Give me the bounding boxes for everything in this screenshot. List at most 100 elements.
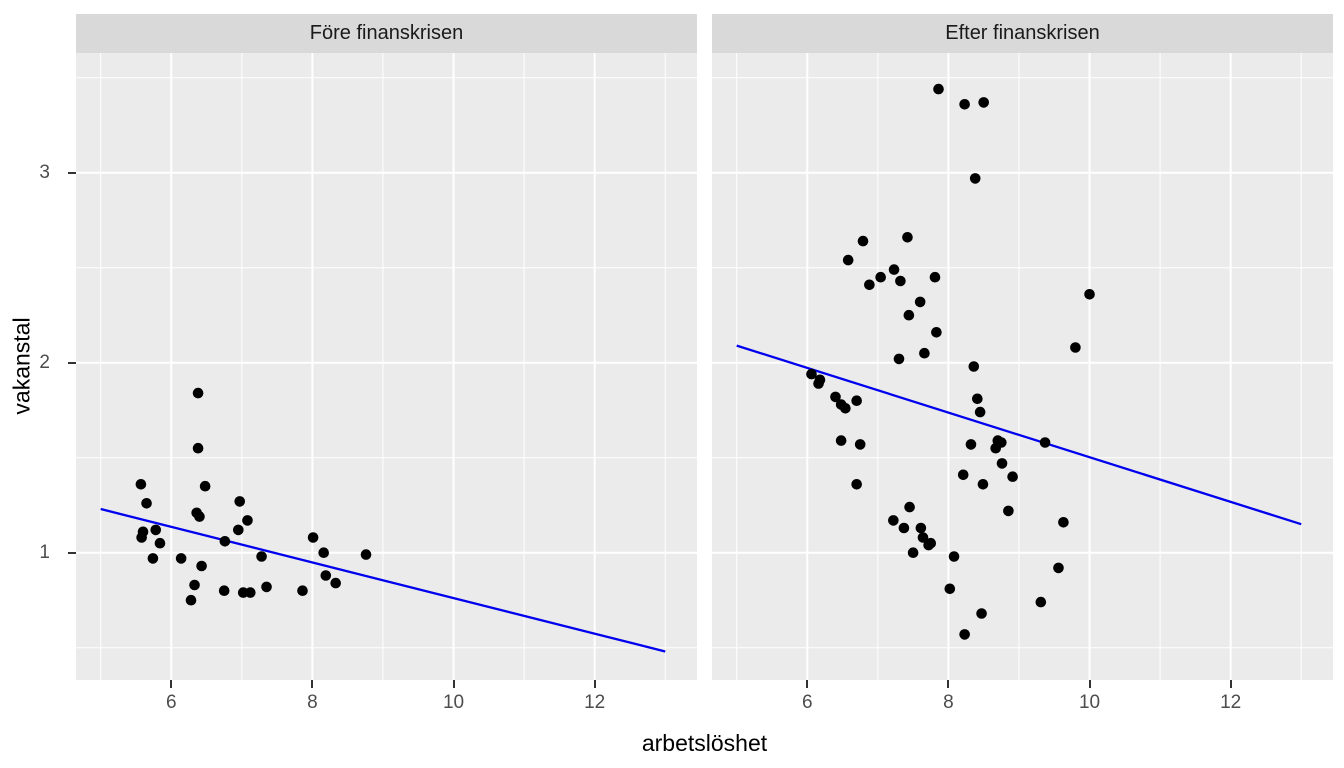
- x-tick-mark: [170, 680, 173, 688]
- data-point: [307, 532, 319, 543]
- x-tick-mark: [947, 680, 950, 688]
- data-point: [898, 522, 910, 534]
- data-point: [948, 551, 960, 562]
- data-point: [147, 553, 159, 564]
- data-point: [907, 547, 919, 558]
- scatter-panel-1: [712, 53, 1333, 680]
- data-point: [996, 458, 1008, 469]
- data-point: [923, 539, 934, 551]
- data-point: [1070, 342, 1081, 353]
- data-point: [917, 532, 929, 543]
- data-point: [234, 496, 246, 507]
- data-point: [1084, 289, 1095, 300]
- data-point: [957, 469, 969, 481]
- data-point: [154, 537, 166, 549]
- data-point: [192, 387, 204, 399]
- trend-line: [100, 507, 666, 653]
- scatter-panel-0: [76, 53, 697, 680]
- data-point: [1007, 471, 1018, 483]
- data-point: [842, 254, 854, 266]
- data-point: [933, 83, 944, 95]
- x-tick-label: 6: [801, 692, 813, 713]
- data-point: [895, 275, 906, 287]
- data-point: [135, 479, 147, 490]
- data-point: [888, 515, 899, 526]
- data-point: [903, 309, 915, 321]
- y-tick-label: 2: [39, 351, 50, 373]
- data-point: [919, 347, 930, 359]
- data-point: [840, 403, 851, 414]
- data-point: [330, 577, 341, 589]
- x-tick-mark: [1229, 680, 1232, 688]
- data-point: [830, 391, 841, 403]
- data-point: [189, 579, 200, 591]
- data-point: [1035, 596, 1047, 608]
- data-point: [965, 439, 977, 450]
- data-point: [1039, 437, 1051, 448]
- data-point: [864, 279, 875, 291]
- data-point: [835, 435, 847, 446]
- data-point: [969, 173, 981, 184]
- data-point: [959, 99, 970, 110]
- data-point: [360, 549, 372, 560]
- data-point: [806, 368, 817, 380]
- data-point: [136, 532, 147, 543]
- data-point: [297, 585, 308, 596]
- data-point: [245, 587, 256, 598]
- data-point: [199, 480, 211, 492]
- data-point: [931, 327, 942, 338]
- x-tick-label: 8: [943, 692, 954, 713]
- data-point: [256, 551, 267, 562]
- data-point: [929, 271, 941, 283]
- x-tick-mark: [806, 680, 809, 688]
- data-point: [854, 439, 866, 450]
- data-point: [185, 594, 197, 606]
- facet-strip-fore-finanskrisen: Före finanskrisen: [76, 14, 697, 53]
- data-point: [320, 570, 332, 581]
- data-point: [1053, 562, 1064, 574]
- data-point: [976, 608, 987, 619]
- facet-strip-efter-finanskrisen: Efter finanskrisen: [712, 14, 1333, 53]
- panel-background: [76, 53, 697, 680]
- data-point: [978, 97, 989, 108]
- data-point: [851, 479, 862, 490]
- y-tick-label: 3: [39, 161, 50, 183]
- x-tick-label: 12: [1220, 692, 1242, 713]
- x-tick-mark: [452, 680, 455, 688]
- x-axis-title: arbetslöshet: [641, 730, 768, 756]
- data-point: [959, 629, 970, 640]
- data-point: [968, 361, 980, 372]
- data-point: [219, 536, 231, 547]
- data-point: [196, 560, 207, 572]
- y-axis-title: vakanstal: [8, 317, 35, 415]
- y-tick-mark: [68, 551, 76, 554]
- data-point: [141, 498, 152, 509]
- facet-title: Efter finanskrisen: [945, 22, 1100, 44]
- data-point: [261, 581, 272, 593]
- y-tick-mark: [68, 361, 76, 364]
- data-point: [218, 585, 230, 596]
- data-point: [150, 524, 162, 536]
- data-point: [1058, 517, 1069, 528]
- data-point: [192, 442, 204, 454]
- x-tick-label: 8: [307, 692, 318, 713]
- x-tick-mark: [311, 680, 314, 688]
- data-point: [972, 393, 983, 405]
- data-point: [813, 378, 824, 389]
- x-tick-label: 10: [442, 692, 465, 713]
- y-tick-mark: [68, 171, 76, 174]
- x-tick-label: 6: [165, 692, 177, 713]
- data-point: [194, 511, 205, 522]
- data-point: [990, 442, 1001, 454]
- data-point: [233, 524, 244, 536]
- data-point: [1003, 505, 1014, 517]
- data-point: [851, 395, 862, 407]
- data-point: [974, 406, 986, 418]
- data-point: [914, 296, 926, 308]
- x-tick-label: 10: [1078, 692, 1101, 713]
- data-point: [318, 547, 329, 558]
- facet-title: Före finanskrisen: [309, 22, 464, 44]
- x-tick-mark: [593, 680, 596, 688]
- data-point: [875, 271, 886, 283]
